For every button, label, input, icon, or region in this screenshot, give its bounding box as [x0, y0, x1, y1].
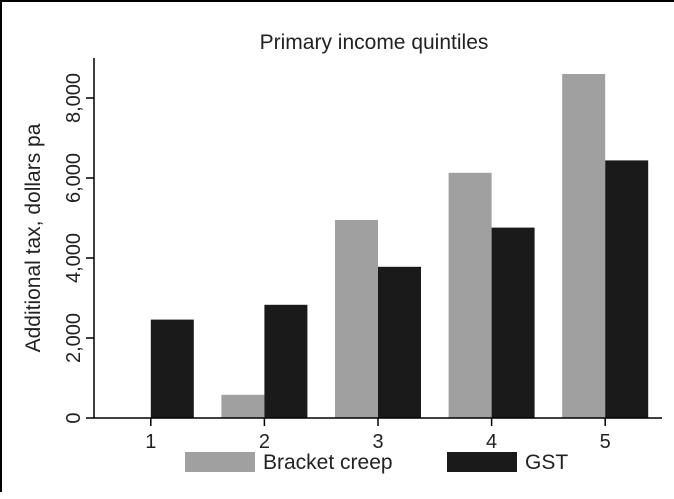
bar-gst-q5 [605, 160, 649, 418]
bar-gst-q2 [264, 304, 308, 418]
legend-swatch-bracket-creep [185, 452, 255, 472]
chart-title: Primary income quintiles [260, 31, 489, 54]
bars-group [150, 74, 649, 418]
y-axis-label: Additional tax, dollars pa [22, 123, 45, 352]
x-tick-label: 3 [372, 431, 383, 453]
x-tick-label: 5 [600, 431, 611, 453]
bar-bracket-creep-q4 [448, 172, 492, 418]
y-tick-label: 8,000 [63, 73, 85, 123]
bar-gst-q1 [150, 319, 194, 418]
axes-group: 0 2,000 4,000 6,000 8,000 1 2 3 4 5 [63, 58, 662, 453]
legend-label-gst: GST [525, 451, 568, 474]
bar-bracket-creep-q3 [335, 220, 378, 418]
legend-label-bracket-creep: Bracket creep [263, 451, 393, 474]
bar-bracket-creep-q5 [562, 74, 606, 418]
x-tick-label: 2 [259, 431, 270, 453]
y-tick-label: 4,000 [63, 233, 85, 283]
legend-swatch-gst [447, 452, 517, 472]
y-tick-label: 6,000 [63, 153, 85, 203]
bar-bracket-creep-q2 [221, 394, 265, 418]
bar-gst-q4 [491, 227, 535, 418]
legend: Bracket creep GST [185, 451, 568, 474]
bar-gst-q3 [378, 266, 421, 418]
x-tick-label: 4 [486, 431, 497, 453]
y-tick-label: 2,000 [63, 313, 85, 363]
y-tick-label: 0 [63, 412, 85, 423]
x-tick-label: 1 [145, 431, 156, 453]
